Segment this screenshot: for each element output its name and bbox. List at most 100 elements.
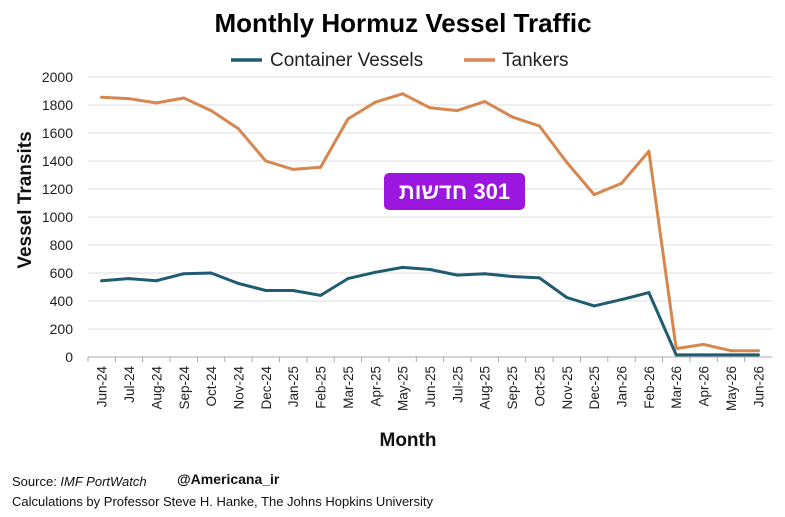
y-tick-label: 1400 — [42, 153, 73, 169]
data-point-tanker — [620, 181, 624, 185]
legend-label-tankers: Tankers — [502, 50, 569, 71]
x-tick-label: May-25 — [396, 366, 411, 411]
data-point-container — [428, 268, 432, 271]
data-point-container — [127, 277, 131, 281]
data-point-container — [319, 293, 323, 297]
data-point-container — [510, 275, 514, 278]
data-point-tanker — [428, 106, 432, 110]
data-point-tanker — [565, 160, 569, 164]
series-line-tankers — [100, 92, 760, 353]
x-tick-label: Nov-25 — [560, 366, 575, 410]
data-point-container — [401, 265, 405, 269]
source-label: Source: — [12, 474, 61, 489]
x-tick-label: Dec-25 — [587, 366, 602, 410]
y-tick-label: 0 — [65, 349, 73, 365]
data-point-tanker — [319, 165, 323, 169]
author-handle: @Americana_ir — [177, 471, 280, 487]
data-point-container — [264, 289, 268, 292]
x-tick-label: Jun-24 — [95, 366, 110, 408]
calculation-credit: Calculations by Professor Steve H. Hanke… — [12, 494, 434, 509]
source-value: IMF PortWatch — [60, 474, 147, 489]
data-point-container — [291, 289, 295, 292]
y-tick-label: 800 — [50, 237, 74, 253]
data-point-container — [620, 298, 624, 302]
data-point-tanker — [401, 92, 405, 96]
y-tick-label: 1000 — [42, 209, 73, 225]
data-point-tanker — [291, 167, 295, 171]
data-point-container — [756, 353, 760, 357]
x-tick-label: Aug-24 — [149, 366, 164, 410]
data-point-container — [346, 277, 350, 281]
x-tick-label: Apr-26 — [697, 366, 712, 407]
data-point-container — [674, 353, 678, 357]
data-point-tanker — [100, 95, 104, 99]
data-point-tanker — [592, 193, 596, 197]
y-tick-label: 400 — [50, 293, 74, 309]
x-tick-label: Sep-24 — [177, 366, 192, 410]
data-point-tanker — [236, 127, 240, 131]
legend-label-container: Container Vessels — [270, 50, 423, 71]
y-tick-label: 1200 — [42, 181, 73, 197]
data-point-container — [100, 279, 104, 283]
gridlines — [88, 76, 772, 358]
annotation-text: 301 חדשות — [398, 178, 511, 204]
x-tick-label: Oct-24 — [204, 366, 219, 407]
y-tick-label: 2000 — [42, 69, 73, 85]
data-point-tanker — [756, 349, 760, 353]
data-point-container — [182, 272, 186, 276]
y-tick-label: 600 — [50, 265, 74, 281]
series-lines — [100, 92, 760, 357]
chart-title: Monthly Hormuz Vessel Traffic — [214, 8, 591, 38]
data-point-container — [537, 276, 541, 280]
data-point-container — [592, 304, 596, 308]
x-tick-label: May-26 — [724, 366, 739, 411]
data-point-container — [373, 270, 377, 274]
y-tick-labels: 0 200 400 600 800 1000 1200 1400 1600 1800 2000 — [42, 69, 73, 365]
x-tick-label: Apr-25 — [368, 366, 383, 407]
data-point-container — [729, 353, 733, 357]
data-point-tanker — [209, 109, 213, 113]
data-point-container — [209, 271, 213, 275]
x-tick-label: Jul-24 — [122, 366, 137, 403]
x-tick-label: Oct-25 — [532, 366, 547, 407]
x-tick-label: Jun-25 — [423, 366, 438, 407]
data-point-tanker — [154, 101, 158, 105]
x-tick-label: Jul-25 — [450, 366, 465, 403]
data-point-tanker — [455, 109, 459, 113]
data-point-tanker — [346, 117, 350, 121]
series-line-container-vessels — [100, 265, 760, 357]
x-tick-label: Mar-26 — [669, 366, 684, 409]
x-tick-label: Mar-25 — [341, 366, 356, 409]
data-point-tanker — [702, 342, 706, 346]
y-tick-label: 200 — [50, 321, 74, 337]
x-tick-label: Sep-25 — [505, 366, 520, 410]
data-point-container — [702, 353, 706, 357]
x-axis-title: Month — [380, 430, 437, 451]
x-tick-label: Jun-26 — [751, 366, 766, 407]
x-tick-labels: Jun-24 Jul-24 Aug-24 Sep-24 Oct-24 Nov-24 Dec-… — [87, 357, 766, 411]
x-tick-label: Nov-24 — [231, 366, 246, 410]
source-line: Source: IMF PortWatch — [12, 474, 147, 489]
data-point-container — [154, 279, 158, 283]
annotation-badge: 301 חדשות — [384, 173, 525, 210]
x-tick-label: Aug-25 — [478, 366, 493, 410]
legend: Container Vessels Tankers — [231, 50, 569, 71]
data-point-tanker — [647, 149, 651, 153]
x-tick-label: Feb-25 — [314, 366, 329, 409]
data-point-tanker — [510, 115, 514, 119]
data-point-container — [483, 272, 487, 276]
data-point-container — [647, 291, 651, 295]
data-point-tanker — [373, 100, 377, 104]
data-point-tanker — [264, 159, 268, 163]
x-tick-label: Feb-26 — [642, 366, 657, 409]
y-tick-label: 1800 — [42, 97, 73, 113]
data-point-container — [455, 273, 459, 277]
y-tick-label: 1600 — [42, 125, 73, 141]
x-tick-label: Jan-25 — [286, 366, 301, 407]
data-point-container — [236, 282, 240, 285]
data-point-tanker — [127, 97, 131, 101]
data-point-tanker — [483, 100, 487, 103]
y-axis-title: Vessel Transits — [15, 131, 36, 268]
data-point-tanker — [537, 124, 541, 128]
data-point-tanker — [674, 347, 678, 351]
